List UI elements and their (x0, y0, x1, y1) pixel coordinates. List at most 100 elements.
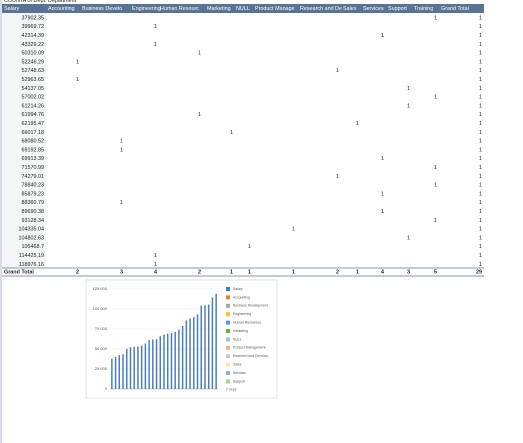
cell: 1 (479, 174, 482, 180)
legend-label: Salary (233, 287, 243, 291)
column-header: Accounting (48, 6, 75, 12)
row-label: 39969.72 (22, 24, 44, 30)
row-label: 52963.65 (22, 77, 44, 83)
legend-label: Product Management (233, 346, 265, 350)
cell: 1 (434, 183, 437, 189)
cell: 1 (479, 156, 482, 162)
y-tick-label: 0 (105, 386, 108, 391)
row-label: 42314.39 (22, 33, 44, 39)
cell: 1 (479, 68, 482, 74)
y-tick-label: 25 000 (95, 366, 108, 371)
cell: 1 (381, 156, 384, 162)
y-tick-label: 75 000 (95, 326, 108, 331)
column-header: Grand Total (441, 6, 469, 12)
total-cell: 5 (434, 269, 437, 275)
cell: 1 (479, 147, 482, 153)
row-label: 105468.7 (22, 244, 44, 250)
cell: 1 (479, 59, 482, 65)
bar (170, 333, 173, 389)
bar (215, 293, 217, 389)
bar (178, 329, 180, 389)
row-label: 69192.85 (22, 147, 44, 153)
row-label: 61214.26 (22, 103, 44, 109)
bar (140, 345, 143, 389)
bar (137, 346, 139, 389)
cell: 1 (479, 130, 482, 136)
legend-label: NULL (233, 337, 242, 341)
bar (155, 339, 158, 389)
bar (189, 318, 191, 389)
bar (133, 346, 135, 389)
cell: 1 (479, 191, 482, 197)
total-cell: 4 (381, 269, 384, 275)
total-cell: 4 (154, 269, 157, 275)
total-cell: 1 (292, 269, 295, 275)
legend-swatch (226, 295, 230, 300)
bar (181, 325, 184, 389)
column-header: Training (414, 6, 433, 12)
row-label: 78840.23 (22, 183, 44, 189)
bar (114, 357, 117, 389)
cell: 1 (76, 77, 79, 83)
cell: 1 (479, 253, 482, 259)
bar (126, 348, 128, 389)
legend-swatch (226, 379, 230, 384)
total-cell: 1 (230, 269, 233, 275)
cell: 1 (479, 77, 482, 83)
left-edge (0, 0, 2, 443)
legend-label: Human Resources (233, 320, 261, 324)
row-label: 118976.16 (19, 262, 44, 268)
legend-more: 2 more (226, 388, 237, 392)
bar (166, 333, 169, 389)
row-label: 37902.35 (22, 15, 44, 21)
total-cell: 2 (336, 269, 339, 275)
column-header: Marketing (207, 6, 231, 12)
legend-label: Sales (233, 362, 242, 366)
cell: 1 (479, 200, 482, 206)
cell: 1 (198, 51, 201, 57)
cell: 1 (120, 139, 123, 145)
legend-swatch (226, 329, 230, 333)
header-row (2, 4, 484, 13)
legend-swatch (226, 371, 230, 375)
cell: 1 (479, 139, 482, 145)
legend-swatch (226, 337, 230, 342)
cell: 1 (381, 33, 384, 39)
total-cell: 3 (120, 269, 123, 275)
legend-swatch (226, 287, 230, 291)
cell: 1 (479, 15, 482, 21)
cell: 1 (230, 130, 233, 136)
bar (207, 304, 210, 389)
legend-label: Services (233, 371, 246, 375)
cell: 1 (154, 24, 157, 30)
row-label: 52246.29 (22, 59, 44, 65)
cell: 1 (479, 209, 482, 215)
row-label: 50310.09 (22, 51, 44, 57)
bar (111, 358, 113, 389)
cell: 1 (356, 121, 359, 127)
cell: 1 (479, 42, 482, 48)
cell: 1 (407, 86, 410, 92)
legend-swatch (226, 345, 230, 350)
cell: 1 (479, 33, 482, 39)
row-label-column (2, 13, 46, 268)
row-label: 71570.99 (22, 165, 44, 171)
row-label: 62195.47 (22, 121, 44, 127)
row-label: 57002.02 (22, 95, 44, 101)
legend-swatch (226, 362, 230, 367)
legend-label: Engineering (233, 312, 251, 316)
y-tick-label: 125 000 (93, 286, 108, 291)
cell: 1 (434, 95, 437, 101)
cell: 1 (154, 262, 157, 268)
cell: 1 (292, 227, 295, 233)
bar (144, 343, 147, 389)
cell: 1 (120, 200, 123, 206)
cell: 1 (434, 165, 437, 171)
cell: 1 (479, 218, 482, 224)
legend-label: Marketing (233, 329, 248, 333)
total-cell: 2 (76, 269, 79, 275)
row-label: 85879.23 (22, 191, 44, 197)
row-label: 114425.19 (19, 253, 44, 259)
total-label: Grand Total (4, 269, 34, 275)
